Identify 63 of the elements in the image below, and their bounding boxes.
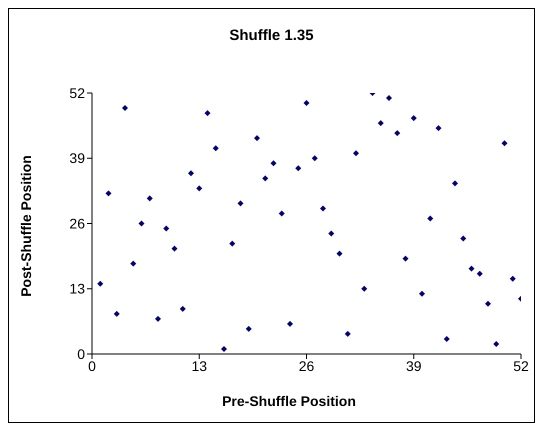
- point: [436, 125, 442, 132]
- point: [204, 110, 210, 116]
- point: [106, 190, 112, 196]
- y-tick-label: 26: [69, 215, 86, 232]
- point: [452, 180, 458, 186]
- point: [138, 220, 144, 226]
- point: [386, 95, 392, 102]
- point: [229, 240, 236, 247]
- point: [278, 210, 285, 216]
- point: [172, 246, 178, 252]
- point: [353, 150, 359, 156]
- point: [328, 230, 334, 237]
- point: [410, 115, 417, 122]
- y-tick-label: 39: [69, 150, 86, 166]
- point: [270, 160, 276, 166]
- point: [188, 170, 194, 176]
- chart-title: Shuffle 1.35: [228, 27, 315, 44]
- y-tick-label: 0: [77, 346, 86, 362]
- point: [336, 250, 342, 257]
- point: [312, 155, 318, 162]
- point: [320, 205, 326, 212]
- point: [246, 326, 252, 332]
- point: [114, 310, 120, 317]
- x-tick-label: 26: [298, 358, 314, 374]
- y-axis-title: Post-Shuffle Position: [18, 155, 34, 297]
- point: [361, 286, 368, 292]
- point: [287, 320, 293, 327]
- point: [155, 316, 161, 322]
- point: [460, 236, 466, 242]
- x-axis-title: Pre-Shuffle Position: [221, 393, 357, 409]
- point: [163, 226, 170, 232]
- point: [493, 340, 500, 347]
- point: [180, 306, 186, 312]
- point: [238, 200, 244, 206]
- point: [344, 330, 351, 337]
- point: [427, 215, 434, 222]
- point: [221, 346, 227, 352]
- point: [262, 175, 268, 182]
- x-tick-label: 52: [513, 358, 529, 374]
- point: [146, 195, 153, 202]
- point: [196, 185, 202, 192]
- point: [485, 300, 491, 307]
- point: [212, 145, 219, 152]
- point: [394, 130, 400, 136]
- point: [419, 290, 425, 297]
- point: [444, 336, 450, 342]
- point: [295, 165, 302, 172]
- y-tick-label: 52: [69, 84, 86, 101]
- point: [97, 280, 104, 287]
- point: [122, 105, 128, 112]
- point: [468, 266, 474, 272]
- point: [502, 140, 508, 146]
- x-tick-label: 13: [191, 358, 208, 374]
- x-tick-label: 0: [88, 358, 96, 374]
- point: [378, 120, 384, 126]
- point: [510, 276, 516, 282]
- x-tick-label: 39: [406, 358, 422, 374]
- point: [130, 260, 136, 267]
- point: [402, 256, 408, 262]
- point: [254, 135, 260, 142]
- y-tick-label: 13: [69, 280, 86, 297]
- point: [476, 270, 483, 277]
- point: [304, 100, 310, 106]
